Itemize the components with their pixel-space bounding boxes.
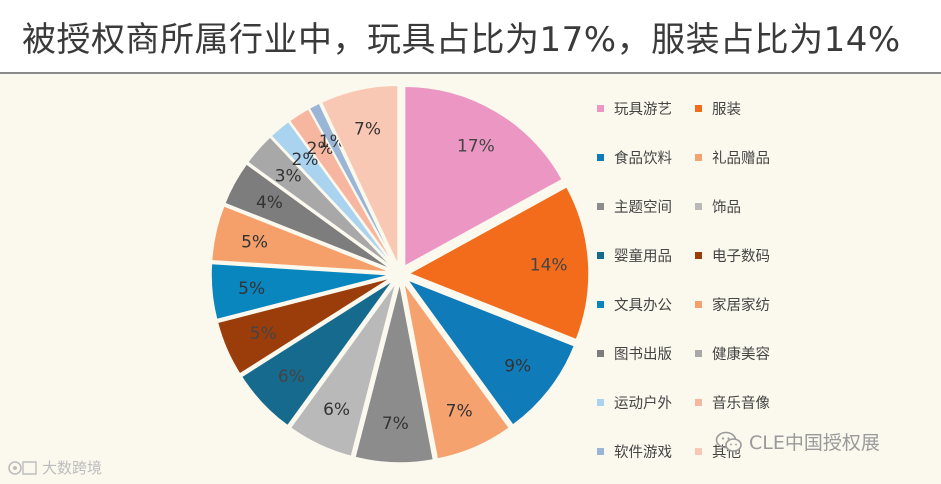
legend-item-5: 饰品	[695, 196, 741, 217]
pie-slice-2	[404, 277, 576, 427]
legend-swatch-11	[695, 350, 702, 357]
legend-swatch-13	[695, 399, 702, 406]
legend-swatch-5	[695, 203, 702, 210]
pie-slice-4	[354, 282, 435, 464]
pie-slice-label-11: 3%	[275, 166, 302, 186]
legend-item-0: 玩具游艺	[597, 98, 672, 119]
pie-slice-label-9: 5%	[241, 232, 268, 252]
chart-title: 被授权商所属行业中，玩具占比为17%，服装占比为14%	[22, 20, 901, 60]
legend-item-4: 主题空间	[597, 196, 672, 217]
legend-item-10: 图书出版	[597, 343, 672, 364]
legend-label-12: 运动户外	[614, 396, 672, 412]
legend-swatch-14	[597, 448, 604, 455]
pie-slice-label-8: 5%	[238, 279, 265, 299]
legend-label-1: 服装	[712, 102, 741, 118]
pie-slice-label-13: 2%	[307, 139, 334, 159]
pie-slice-label-5: 6%	[323, 400, 350, 420]
legend-label-3: 礼品赠品	[712, 151, 770, 167]
pie-slice-5	[289, 281, 397, 458]
pie-slice-12	[269, 120, 395, 268]
legend-item-8: 文具办公	[597, 294, 672, 315]
pie-slice-7	[216, 276, 393, 376]
watermark-dashukuajing: 大数跨境	[8, 457, 102, 478]
title-bar: 被授权商所属行业中，玩具占比为17%，服装占比为14%	[0, 0, 941, 74]
brand-logo-icon	[8, 460, 37, 475]
legend-item-7: 电子数码	[695, 245, 770, 266]
pie-slice-8	[210, 262, 392, 321]
pie-slice-14	[308, 102, 397, 267]
watermark-cle: CLE中国授权展	[715, 428, 880, 455]
legend-swatch-4	[597, 203, 604, 210]
pie-slice-6	[240, 279, 395, 427]
legend-swatch-3	[695, 154, 702, 161]
watermark-left-text: 大数跨境	[42, 459, 103, 477]
pie-chart: 17%14%9%7%7%6%6%5%5%5%4%3%2%2%1%7%	[210, 84, 590, 464]
legend-swatch-10	[597, 350, 604, 357]
legend-swatch-12	[597, 399, 604, 406]
pie-slice-0	[403, 85, 564, 268]
legend-item-2: 食品饮料	[597, 147, 672, 168]
legend-swatch-9	[695, 301, 702, 308]
pie-slice-13	[288, 107, 396, 267]
legend-item-9: 家居家纺	[695, 294, 770, 315]
legend-item-6: 婴童用品	[597, 245, 672, 266]
legend-item-13: 音乐音像	[695, 392, 770, 413]
pie-slice-11	[246, 135, 394, 269]
legend-label-2: 食品饮料	[614, 151, 672, 167]
pie-slice-label-10: 4%	[256, 193, 283, 213]
watermark-cle-text: CLE中国授权展	[749, 432, 880, 454]
pie-slice-label-2: 9%	[504, 356, 531, 376]
pie-slice-label-0: 17%	[457, 137, 495, 157]
legend-label-0: 玩具游艺	[614, 102, 672, 118]
legend-label-5: 饰品	[712, 200, 741, 216]
legend-label-7: 电子数码	[712, 249, 770, 265]
pie-slice-15	[320, 84, 399, 266]
pie-slice-label-6: 6%	[278, 367, 305, 387]
legend-swatch-6	[597, 252, 604, 259]
pie-slice-label-7: 5%	[250, 324, 277, 344]
pie-slice-9	[210, 204, 392, 273]
pie-slice-3	[402, 281, 511, 460]
legend-item-12: 运动户外	[597, 392, 672, 413]
legend-label-14: 软件游戏	[614, 445, 672, 461]
legend-item-14: 软件游戏	[597, 441, 672, 462]
legend-label-13: 音乐音像	[712, 396, 770, 412]
legend-swatch-8	[597, 301, 604, 308]
legend-swatch-15	[695, 448, 702, 455]
legend-label-9: 家居家纺	[712, 298, 770, 314]
legend-label-4: 主题空间	[614, 200, 672, 216]
legend-item-1: 服装	[695, 98, 741, 119]
legend-label-11: 健康美容	[712, 347, 770, 363]
pie-slice-label-3: 7%	[446, 402, 473, 422]
legend-swatch-1	[695, 105, 702, 112]
pie-slice-10	[223, 162, 393, 271]
legend-label-8: 文具办公	[614, 298, 672, 314]
legend-swatch-0	[597, 105, 604, 112]
legend-swatch-2	[597, 154, 604, 161]
legend-label-10: 图书出版	[614, 347, 672, 363]
wechat-icon	[715, 431, 742, 452]
pie-slice-1	[407, 185, 590, 341]
legend-item-3: 礼品赠品	[695, 147, 770, 168]
legend-item-11: 健康美容	[695, 343, 770, 364]
pie-slice-label-12: 2%	[292, 150, 319, 170]
legend-swatch-7	[695, 252, 702, 259]
pie-slice-label-4: 7%	[382, 414, 409, 434]
pie-slice-label-15: 7%	[354, 120, 381, 140]
pie-slice-label-1: 14%	[530, 256, 568, 276]
legend-label-6: 婴童用品	[614, 249, 672, 265]
